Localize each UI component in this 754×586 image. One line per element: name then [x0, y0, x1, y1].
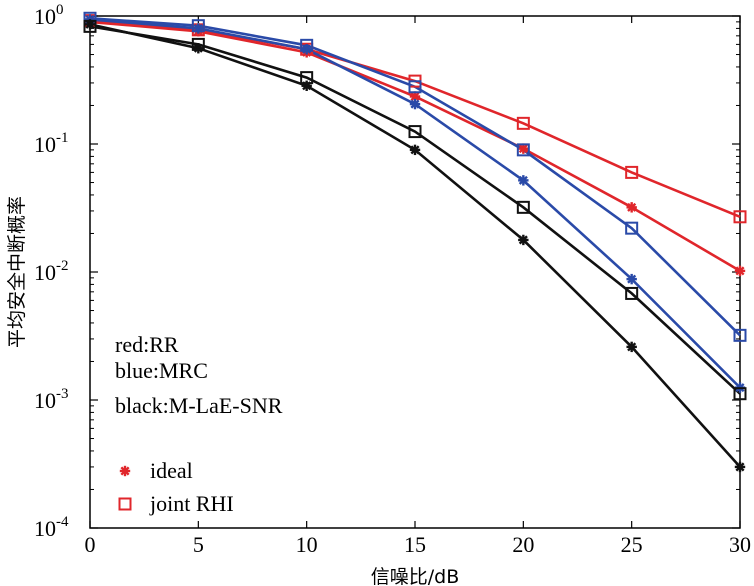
data-point-black-square	[408, 125, 422, 139]
data-point-red-square	[625, 165, 639, 179]
y-tick-label: 10-2	[34, 258, 69, 285]
data-point-blue-square	[733, 328, 747, 342]
data-point-red-star	[626, 202, 637, 213]
data-point-black-star	[409, 144, 421, 156]
y-axis-label: 平均安全中断概率	[6, 196, 28, 348]
data-point-blue-square	[300, 38, 314, 52]
x-tick-label: 10	[296, 532, 318, 557]
legend-star-icon	[119, 465, 131, 477]
data-point-black-star	[626, 341, 637, 353]
data-point-black-square	[191, 37, 205, 51]
data-point-blue-star	[301, 44, 312, 55]
data-point-black-star	[734, 461, 746, 473]
data-point-red-star	[734, 265, 746, 277]
data-point-red-square	[733, 210, 747, 224]
x-tick-label: 5	[193, 532, 204, 557]
y-tick-label: 10-4	[34, 514, 69, 541]
data-point-black-square	[625, 286, 639, 300]
y-tick-label: 100	[34, 2, 64, 29]
legend: ideal joint RHI	[118, 458, 234, 516]
annotation-blue: blue:MRC	[115, 358, 208, 383]
data-point-black-star	[518, 234, 529, 246]
legend-label-ideal: ideal	[150, 458, 193, 483]
data-point-red-square	[516, 116, 530, 130]
data-point-blue-square	[191, 19, 205, 33]
x-tick-label: 25	[621, 532, 643, 557]
data-point-blue-star	[518, 175, 529, 186]
legend-label-joint-rhi: joint RHI	[149, 491, 234, 516]
x-axis-label: 信噪比/dB	[371, 566, 460, 586]
annotation-black: black:M-LaE-SNR	[115, 393, 283, 418]
x-tick-label: 30	[729, 532, 751, 557]
data-point-blue-square	[516, 143, 530, 157]
data-point-blue-star	[409, 98, 421, 110]
data-point-black-square	[83, 19, 97, 33]
data-point-blue-square	[625, 221, 639, 235]
tick-labels: 0 5 10 15 20 25 30 100 10-1 10-2 10-3 10-4	[34, 2, 751, 557]
data-point-blue-square	[408, 80, 422, 94]
y-tick-label: 10-3	[34, 386, 69, 413]
data-point-black-square	[300, 71, 314, 85]
legend-marker-ideal	[119, 465, 131, 477]
y-tick-label: 10-1	[34, 130, 69, 157]
x-tick-label: 0	[85, 532, 96, 557]
legend-square-icon	[118, 497, 132, 511]
x-tick-label: 20	[512, 532, 534, 557]
data-point-black-square	[733, 387, 747, 401]
series-line-red-square	[89, 19, 741, 219]
data-point-black-square	[516, 200, 530, 214]
data-point-black-star	[193, 43, 204, 54]
data-point-blue-star	[626, 273, 637, 285]
annotation-red: red:RR	[115, 332, 179, 357]
legend-marker-joint-rhi	[118, 497, 132, 511]
x-tick-label: 15	[404, 532, 426, 557]
series-layer	[83, 11, 747, 473]
